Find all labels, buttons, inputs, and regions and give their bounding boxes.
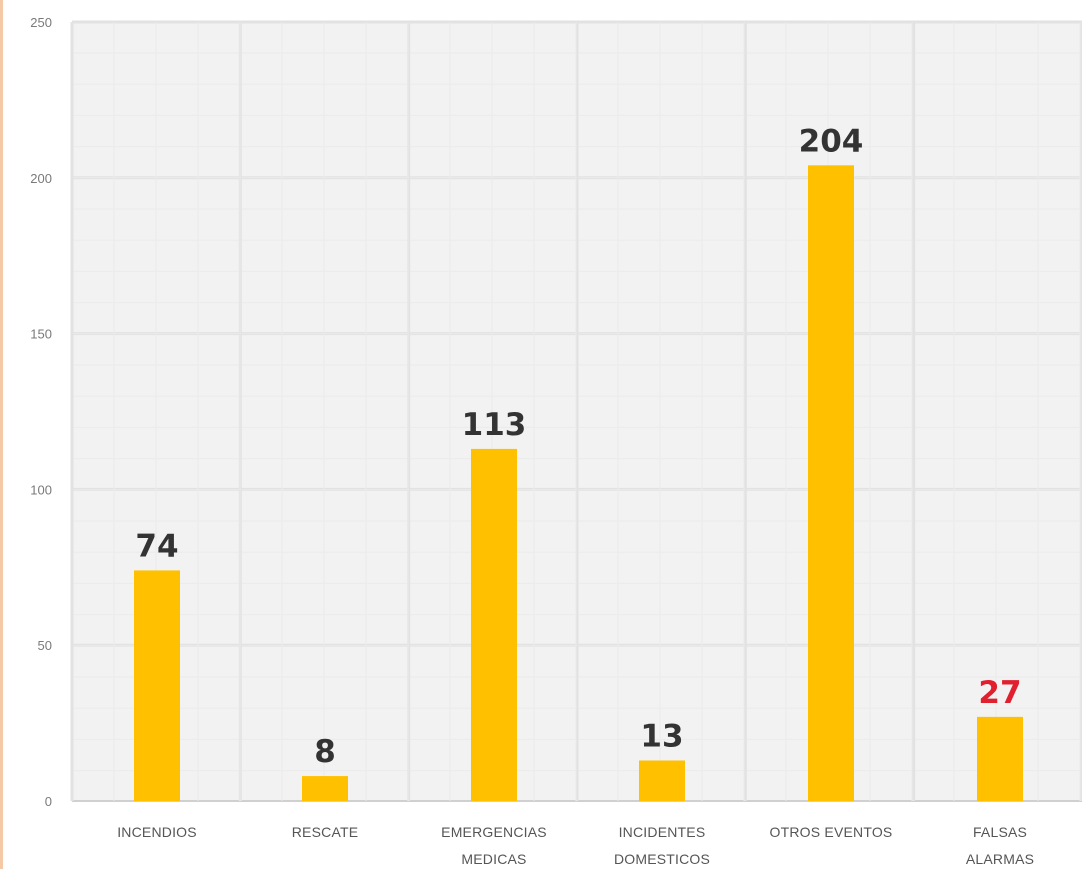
y-tick-label: 200 [30, 171, 52, 186]
x-axis-labels: INCENDIOS RESCATE EMERGENCIAS MEDICAS INCIDE… [117, 824, 1034, 867]
data-label: 74 [135, 528, 178, 564]
bar [639, 760, 685, 801]
bar [134, 570, 180, 801]
x-tick-label: INCENDIOS [117, 824, 197, 840]
bar [808, 165, 854, 801]
x-tick-label: FALSAS [973, 824, 1027, 840]
bars [134, 165, 1023, 801]
x-tick-label: EMERGENCIAS [441, 824, 547, 840]
x-tick-label: RESCATE [292, 824, 359, 840]
y-tick-label: 50 [38, 638, 52, 653]
y-tick-label: 150 [30, 327, 52, 342]
bar [471, 448, 517, 801]
y-axis-ticks: 0 50 100 150 200 250 [30, 15, 52, 809]
grid-lines [70, 20, 1082, 802]
x-tick-label: MEDICAS [461, 851, 526, 867]
data-label: 113 [462, 407, 527, 443]
y-tick-label: 100 [30, 482, 52, 497]
bar [302, 776, 348, 801]
x-tick-label: INCIDENTES [619, 824, 706, 840]
y-tick-label: 0 [45, 794, 52, 809]
data-label: 13 [640, 718, 683, 754]
y-tick-label: 250 [30, 15, 52, 30]
data-label: 8 [314, 734, 336, 770]
data-label: 204 [799, 123, 864, 159]
bar [977, 716, 1023, 801]
x-tick-label: OTROS EVENTOS [770, 824, 893, 840]
data-labels: 74 8 113 13 204 27 [135, 123, 1021, 770]
data-label: 27 [978, 675, 1021, 711]
left-edge-stripe [0, 0, 3, 869]
x-tick-label: ALARMAS [966, 851, 1034, 867]
x-tick-label: DOMESTICOS [614, 851, 710, 867]
